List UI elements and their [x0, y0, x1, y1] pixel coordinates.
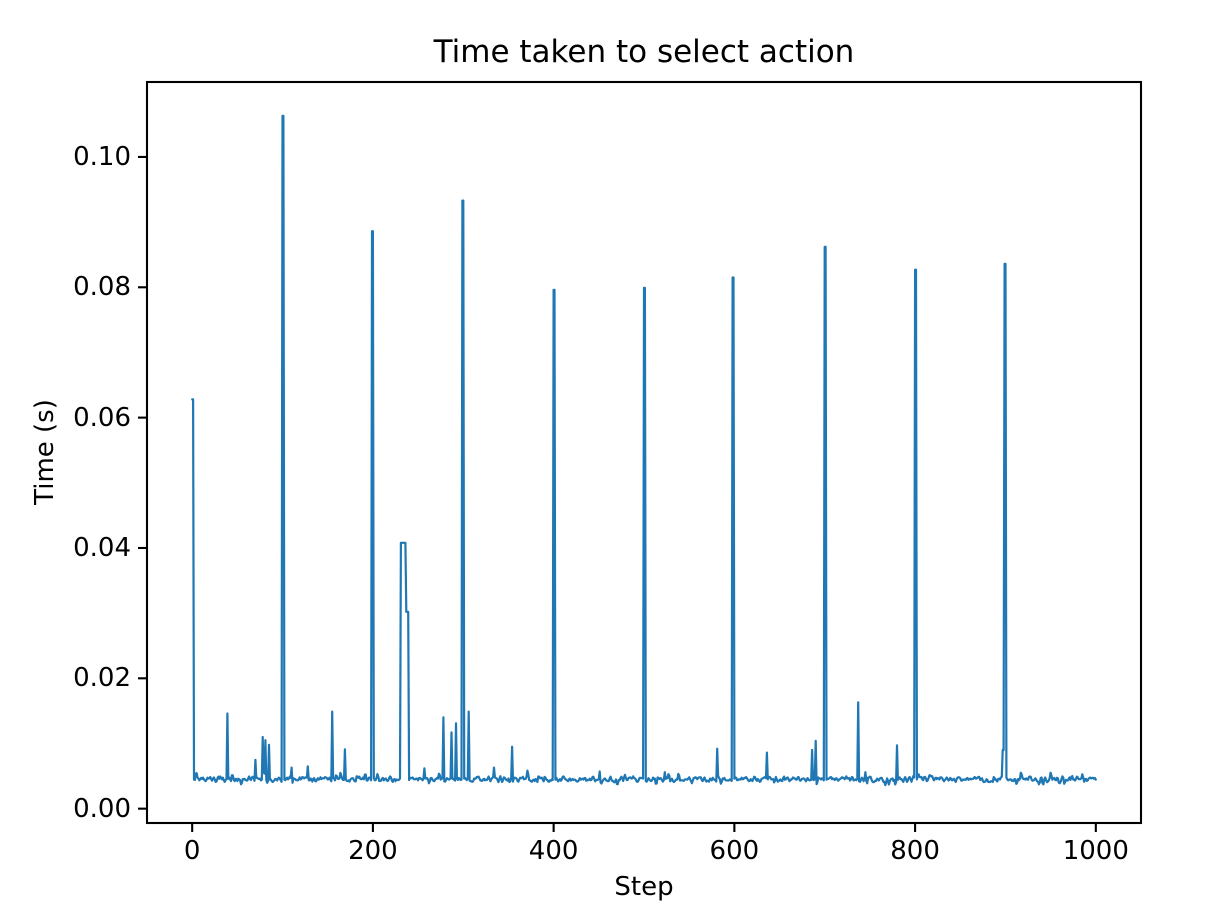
x-tick-label: 600: [709, 836, 760, 866]
y-tick-label: 0.02: [73, 663, 131, 694]
y-tick-label: 0.10: [73, 141, 131, 172]
y-tick-label: 0.04: [73, 532, 131, 563]
x-tick-label: 200: [348, 836, 398, 866]
y-tick-label: 0.00: [73, 793, 131, 824]
x-tick-label: 800: [890, 836, 940, 866]
time-series-line: [191, 114, 1097, 787]
y-axis-label: Time (s): [30, 399, 60, 505]
x-tick-label: 400: [528, 836, 579, 866]
plot-border: [145, 80, 1143, 825]
y-tick-label: 0.08: [73, 272, 131, 303]
x-axis-label: Step: [614, 872, 674, 902]
chart-title: Time taken to select action: [433, 34, 855, 70]
x-tick-label: 0: [183, 836, 201, 866]
y-tick-label: 0.06: [73, 402, 131, 433]
x-tick-label: 1000: [1062, 836, 1129, 866]
axis-tick-marks: [138, 155, 1097, 832]
